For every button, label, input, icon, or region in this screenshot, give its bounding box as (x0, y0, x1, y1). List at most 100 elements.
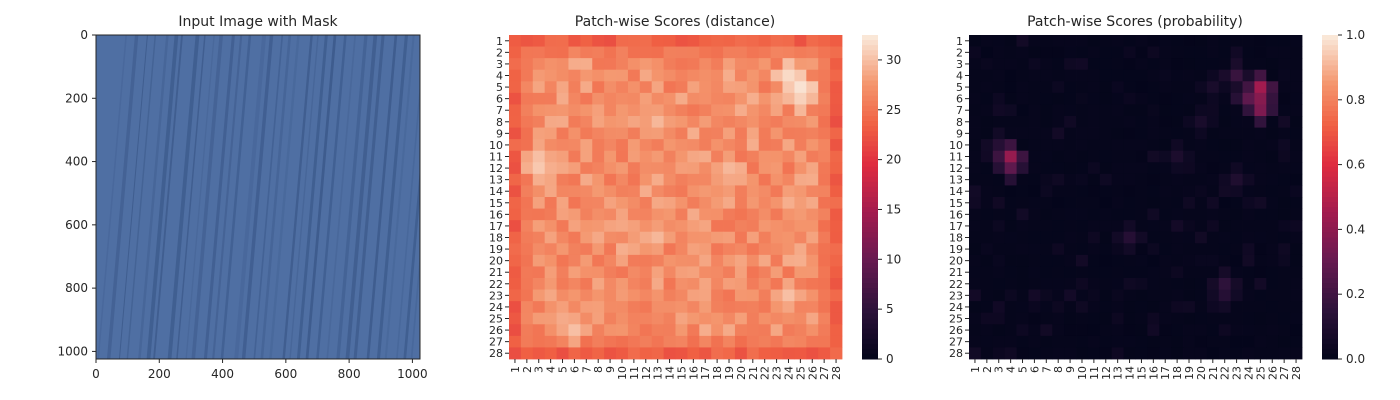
heatmap-cell (568, 231, 581, 244)
heatmap-cell (723, 162, 736, 175)
heatmap-cell (1135, 173, 1148, 186)
heatmap-cell (806, 150, 819, 163)
heatmap-cell (687, 92, 700, 105)
heatmap-cell (830, 254, 843, 267)
heatmap-cell (1135, 127, 1148, 140)
heatmap-cell (663, 335, 676, 348)
heatmap-cell (830, 289, 843, 302)
heatmap-cell (1218, 197, 1232, 209)
heatmap-cell (1254, 347, 1267, 360)
heatmap-cell (627, 301, 641, 314)
heatmap-cell (1183, 278, 1196, 290)
row-tick-label: 26 (949, 324, 963, 337)
heatmap-cell (1064, 289, 1077, 302)
heatmap-cell (818, 139, 831, 152)
heatmap-cell (1183, 162, 1196, 175)
colorbar-segment (862, 70, 878, 76)
colorbar-segment (862, 131, 878, 137)
heatmap-cell (830, 81, 843, 94)
heatmap-cell (1016, 69, 1029, 82)
heatmap-cell (1159, 116, 1172, 128)
heatmap-cell (1266, 266, 1279, 279)
heatmap-cell (1087, 335, 1101, 348)
heatmap-cell (1278, 35, 1291, 47)
heatmap-cell (1242, 81, 1255, 94)
heatmap-cell (639, 92, 653, 105)
heatmap-cell (969, 81, 982, 94)
heatmap-cell (969, 243, 982, 256)
heatmap-cell (675, 301, 688, 314)
colorbar-segment (862, 186, 878, 193)
heatmap-cell (1004, 197, 1017, 209)
heatmap-cell (509, 104, 522, 117)
heatmap-cell (1194, 81, 1208, 94)
heatmap-cell (746, 243, 760, 256)
heatmap-cell (830, 35, 843, 47)
heatmap-cell (1004, 173, 1017, 186)
heatmap-cell (675, 104, 688, 117)
heatmap-cell (806, 254, 819, 267)
heatmap-cell (639, 324, 653, 337)
heatmap-cell (1194, 46, 1208, 59)
heatmap-cell (532, 185, 546, 198)
heatmap-cell (734, 46, 748, 59)
heatmap-cell (520, 312, 534, 325)
heatmap-cell (711, 104, 724, 117)
heatmap-cell (687, 81, 700, 94)
heatmap-cell (592, 289, 605, 302)
heatmap-cell (663, 58, 676, 71)
heatmap-cell (980, 266, 994, 279)
heatmap-cell (969, 35, 982, 47)
heatmap-cell (1159, 254, 1172, 267)
col-tick-label: 26 (1266, 366, 1279, 380)
heatmap-cell (818, 347, 831, 360)
heatmap-cell (1087, 35, 1101, 47)
heatmap-cell (1135, 266, 1148, 279)
heatmap-cell (651, 324, 664, 337)
heatmap-cell (1171, 46, 1184, 59)
colorbar-segment (862, 227, 878, 233)
heatmap-cell (580, 185, 593, 198)
heatmap-cell (782, 197, 795, 209)
heatmap-cell (980, 289, 994, 302)
heatmap-cell (627, 35, 641, 47)
colorbar-segment (862, 197, 878, 203)
heatmap-cell (1076, 335, 1089, 348)
heatmap-cell (1064, 116, 1077, 128)
heatmap-cell (1266, 197, 1279, 209)
heatmap-cell (1230, 162, 1243, 175)
row-tick-label: 6 (956, 93, 963, 106)
probability-colorbar: 0.00.20.40.60.81.0 (1322, 28, 1365, 366)
image-stripe (450, 35, 480, 359)
heatmap-cell (1016, 208, 1029, 221)
heatmap-cell (651, 243, 664, 256)
colorbar-segment (862, 166, 878, 173)
heatmap-cell (580, 208, 593, 221)
heatmap-cell (675, 208, 688, 221)
heatmap-cell (687, 243, 700, 256)
heatmap-cell (1087, 185, 1101, 198)
heatmap-cell (568, 92, 581, 105)
heatmap-cell (1218, 81, 1232, 94)
image-background (96, 35, 420, 359)
heatmap-cell (1028, 81, 1041, 94)
heatmap-cell (1040, 289, 1053, 302)
heatmap-cell (1242, 162, 1255, 175)
heatmap-cell (556, 69, 569, 82)
panel-title-input-image: Input Image with Mask (178, 14, 338, 30)
heatmap-cell (1040, 139, 1053, 152)
heatmap-cell (711, 185, 724, 198)
heatmap-cell (1183, 173, 1196, 186)
heatmap-cell (980, 278, 994, 290)
heatmap-cell (1206, 46, 1220, 59)
heatmap-cell (758, 197, 772, 209)
heatmap-cell (663, 208, 676, 221)
heatmap-cell (1028, 162, 1041, 175)
heatmap-cell (1052, 69, 1065, 82)
heatmap-cell (1052, 335, 1065, 348)
heatmap-cell (532, 92, 546, 105)
heatmap-cell (1254, 254, 1267, 267)
heatmap-cell (1123, 46, 1136, 59)
heatmap-cell (1123, 116, 1136, 128)
heatmap-cell (1254, 116, 1267, 128)
